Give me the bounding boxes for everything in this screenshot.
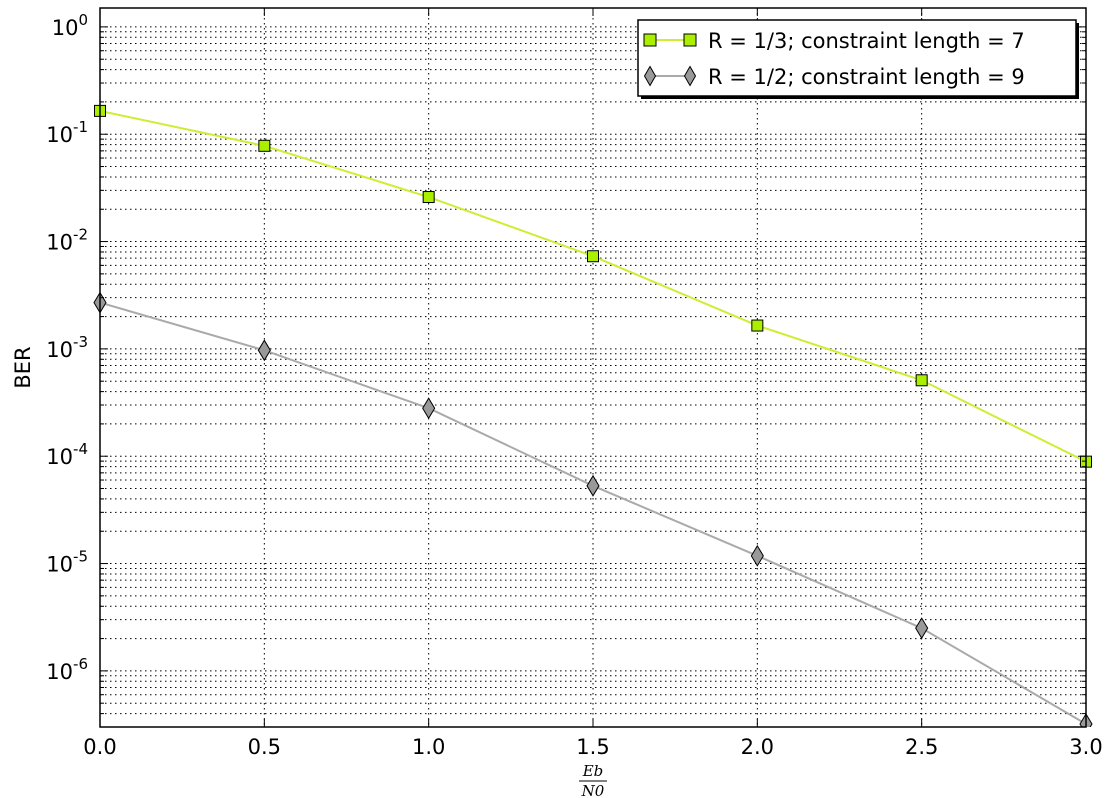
y-tick-label-base: 10 <box>46 553 73 577</box>
y-tick-label-exponent: -4 <box>73 440 88 458</box>
y-tick-label-base: 10 <box>46 445 73 469</box>
series-1-point <box>751 319 764 332</box>
y-tick-label-base: 10 <box>46 338 73 362</box>
y-tick-label: 10-5 <box>46 548 88 577</box>
y-tick-label-exponent: -1 <box>73 118 88 136</box>
x-axis-label-denominator: N0 <box>581 782 605 798</box>
y-tick-label: 10-1 <box>46 118 88 147</box>
series-2-point <box>257 339 271 362</box>
series-1-point <box>915 374 928 387</box>
series-layer <box>93 104 1093 727</box>
y-tick-label-base: 10 <box>46 231 73 255</box>
x-axis-label-numerator: Eb <box>582 762 604 780</box>
series-1-point <box>422 191 435 204</box>
x-tick-label: 0.0 <box>83 735 116 759</box>
y-tick-label: 10-6 <box>46 655 88 684</box>
y-tick-label-exponent: -6 <box>73 655 88 673</box>
legend-marker <box>683 65 697 87</box>
y-tick-label-base: 10 <box>46 660 73 684</box>
y-axis-label: BER <box>11 346 35 388</box>
tick-marks <box>99 8 1087 728</box>
series-2-point <box>586 474 600 497</box>
y-tick-label-exponent: -2 <box>73 226 88 244</box>
x-tick-label: 1.5 <box>576 735 609 759</box>
legend-entry-2: R = 1/2; constraint length = 9 <box>643 65 1025 89</box>
series-2-point <box>915 617 929 640</box>
y-tick-label: 100 <box>52 11 88 40</box>
legend-entries: R = 1/3; constraint length = 7 R = 1/2; c… <box>643 29 1025 89</box>
y-tick-label-exponent: -3 <box>73 333 88 351</box>
legend-marker <box>683 33 697 47</box>
y-tick-label: 10-4 <box>46 440 88 469</box>
legend: R = 1/3; constraint length = 7 R = 1/2; c… <box>637 19 1079 99</box>
legend-box <box>637 19 1077 97</box>
y-tick-label-base: 10 <box>52 16 79 40</box>
series-1 <box>94 104 1092 468</box>
x-tick-label: 2.0 <box>741 735 774 759</box>
y-tick-label: 10-2 <box>46 226 88 255</box>
y-tick-label-exponent: 0 <box>78 11 88 29</box>
x-tick-label: 0.5 <box>248 735 281 759</box>
series-2-point <box>750 544 764 567</box>
legend-entry-1: R = 1/3; constraint length = 7 <box>643 29 1025 53</box>
series-1-point <box>587 250 599 263</box>
legend-marker <box>643 33 657 47</box>
x-tick-label: 3.0 <box>1069 735 1102 759</box>
grid <box>100 8 1086 728</box>
series-2 <box>93 291 1093 727</box>
x-tick-label: 2.5 <box>905 735 938 759</box>
legend-label: R = 1/2; constraint length = 9 <box>708 65 1025 89</box>
series-2-point <box>422 397 436 420</box>
x-tick-labels: 0.0 0.5 1.0 1.5 2.0 2.5 3.0 <box>83 735 1102 759</box>
legend-label: R = 1/3; constraint length = 7 <box>708 29 1025 53</box>
y-tick-label-base: 10 <box>46 123 73 147</box>
x-axis-label: Eb N0 <box>579 762 607 798</box>
y-tick-label-exponent: -5 <box>73 548 88 566</box>
legend-marker <box>643 65 657 87</box>
x-tick-label: 1.0 <box>412 735 445 759</box>
y-tick-label: 10-3 <box>46 333 88 362</box>
series-1-point <box>258 139 271 152</box>
